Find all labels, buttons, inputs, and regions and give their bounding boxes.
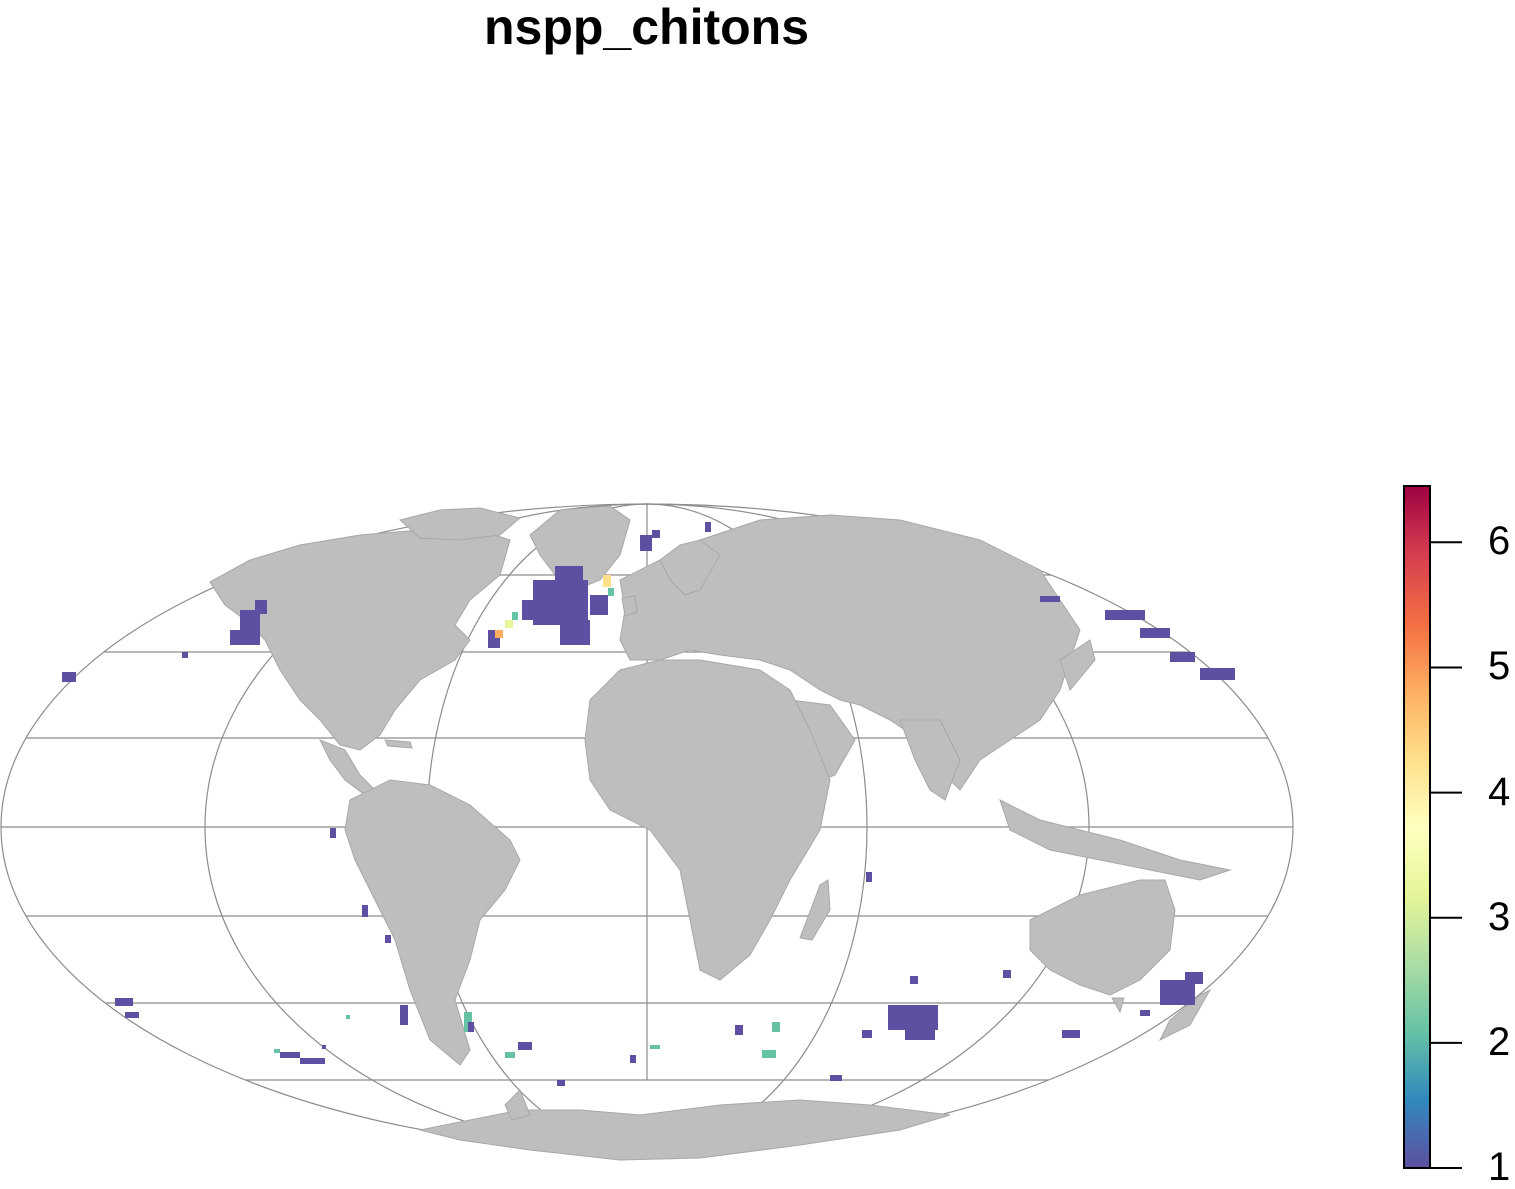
south-america — [344, 779, 521, 1066]
tasmania — [1111, 997, 1125, 1014]
richness-cells — [62, 522, 1235, 1086]
richness-cell — [650, 1045, 660, 1049]
richness-cell — [518, 1042, 532, 1050]
scandinavia — [659, 539, 721, 596]
richness-cell — [1185, 972, 1203, 984]
richness-cell — [505, 1052, 515, 1058]
richness-cell — [590, 595, 608, 615]
richness-cell — [505, 620, 513, 628]
richness-cell — [1140, 628, 1170, 638]
arctic-islands — [398, 507, 522, 541]
colorbar-tick-label: 3 — [1488, 894, 1511, 939]
antarctica — [419, 1099, 951, 1161]
colorbar-tick-label: 5 — [1488, 644, 1511, 689]
richness-cell — [762, 1050, 776, 1058]
australia — [1029, 879, 1176, 996]
richness-cell — [385, 935, 391, 943]
richness-cell — [866, 872, 872, 882]
richness-cell — [640, 535, 652, 551]
richness-cell — [255, 600, 267, 614]
central-america — [318, 739, 376, 796]
colorbar-ticks — [1430, 541, 1462, 1169]
india — [899, 719, 961, 801]
richness-cell — [557, 1080, 565, 1086]
richness-cell — [400, 1005, 408, 1025]
richness-cell — [608, 588, 614, 596]
richness-cell — [346, 1015, 350, 1019]
richness-cell — [533, 580, 588, 625]
antarctic-peninsula — [504, 1089, 531, 1121]
africa — [584, 659, 831, 981]
colorbar — [1403, 485, 1462, 1169]
richness-cell — [705, 522, 711, 532]
richness-cell — [1170, 652, 1195, 662]
richness-cell — [603, 575, 611, 587]
richness-cell — [888, 1005, 938, 1030]
richness-cell — [125, 1012, 139, 1018]
map-title: nspp_chitons — [483, 0, 810, 55]
north-america — [209, 526, 511, 751]
madagascar — [799, 879, 831, 941]
richness-cell — [240, 610, 260, 645]
richness-cell — [1200, 668, 1235, 680]
richness-cell — [1105, 610, 1145, 620]
richness-cell — [522, 600, 536, 620]
richness-cell — [300, 1058, 325, 1064]
richness-cell — [362, 905, 368, 917]
richness-cell — [512, 612, 518, 620]
colorbar-tick-label: 2 — [1488, 1019, 1511, 1064]
eurasia — [619, 514, 1081, 791]
richness-cell — [230, 630, 240, 645]
richness-cell — [772, 1022, 780, 1032]
richness-cell — [1140, 1010, 1150, 1016]
richness-cell — [1160, 980, 1195, 1005]
colorbar-tick-label: 6 — [1488, 519, 1511, 564]
colorbar-tick-label: 4 — [1488, 769, 1511, 814]
richness-cell — [1062, 1030, 1080, 1038]
richness-cell — [735, 1025, 743, 1035]
richness-cell — [830, 1075, 842, 1081]
richness-cell — [652, 530, 660, 538]
richness-cell — [1040, 596, 1060, 602]
richness-cell — [115, 998, 133, 1006]
richness-cell — [910, 976, 918, 984]
colorbar-tick-label: 1 — [1488, 1145, 1511, 1189]
japan — [1059, 639, 1096, 692]
colorbar-gradient — [1403, 485, 1431, 1169]
richness-cell — [322, 1045, 326, 1049]
richness-cell — [62, 672, 76, 682]
landmasses — [209, 505, 1232, 1161]
richness-cell — [495, 630, 503, 638]
richness-cell — [555, 566, 583, 580]
richness-cell — [630, 1055, 636, 1063]
british-isles — [621, 595, 638, 617]
richness-cell — [280, 1052, 300, 1058]
richness-cell — [182, 652, 188, 658]
southeast-asia-islands — [999, 799, 1232, 881]
richness-cell — [905, 1028, 935, 1040]
richness-cell — [862, 1030, 872, 1038]
richness-cell — [1003, 970, 1011, 978]
caribbean — [384, 739, 413, 749]
richness-cell — [468, 1022, 474, 1032]
richness-cell — [560, 620, 590, 645]
richness-cell — [274, 1049, 280, 1053]
richness-cell — [330, 828, 336, 838]
